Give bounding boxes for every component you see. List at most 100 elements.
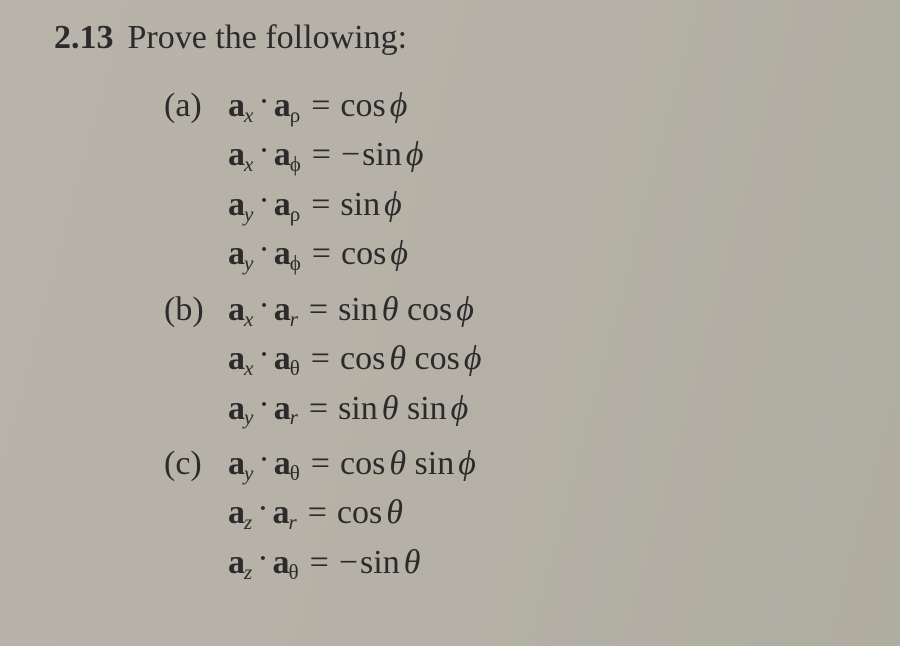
theta-symbol: θ	[382, 494, 403, 531]
theta-symbol: θ	[378, 390, 399, 427]
equals-sign: =	[302, 136, 341, 173]
vector-a: a	[228, 87, 245, 124]
dot-operator: ·	[254, 386, 273, 423]
phi-symbol: ϕ	[386, 235, 408, 272]
sin-fn: sin	[338, 390, 378, 427]
cos-fn: cos	[341, 235, 386, 272]
vector-a: a	[274, 235, 291, 272]
subscript: x	[244, 307, 253, 331]
equation-line: az·aθ=−sinθ	[164, 538, 864, 587]
sin-fn: sin	[360, 544, 400, 581]
vector-a: a	[228, 136, 245, 173]
part-a: (a)ax·aρ=cosϕ ax·aϕ=−sinϕ ay·aρ=sinϕ ay·…	[164, 81, 864, 279]
subscript: y	[244, 461, 253, 485]
dot-operator: ·	[254, 182, 273, 219]
dot-operator: ·	[253, 540, 272, 577]
part-label: (b)	[164, 285, 228, 334]
vector-a: a	[273, 494, 290, 531]
phi-symbol: ϕ	[452, 291, 474, 328]
equation-line: ay·aϕ=cosϕ	[164, 229, 864, 278]
subscript: θ	[290, 356, 300, 380]
minus-sign: −	[339, 544, 360, 581]
vector-a: a	[274, 390, 291, 427]
phi-symbol: ϕ	[460, 340, 482, 377]
vector-a: a	[228, 186, 245, 223]
equation-line: ay·aρ=sinϕ	[164, 180, 864, 229]
sin-fn: sin	[362, 136, 402, 173]
part-c: (c)ay·aθ=cosθ sinϕ az·ar=cosθ az·aθ=−sin…	[164, 439, 864, 587]
subscript: ρ	[290, 202, 301, 226]
part-b: (b)ax·ar=sinθ cosϕ ax·aθ=cosθ cosϕ ay·ar…	[164, 285, 864, 433]
subscript: y	[244, 251, 253, 275]
problem-heading: 2.13 Prove the following:	[54, 18, 864, 59]
equals-sign: =	[301, 445, 340, 482]
subscript: ϕ	[290, 152, 301, 176]
subscript: z	[244, 560, 252, 584]
theta-symbol: θ	[385, 340, 406, 377]
vector-a: a	[274, 340, 291, 377]
vector-a: a	[228, 235, 245, 272]
vector-a: a	[228, 445, 245, 482]
vector-a: a	[228, 291, 245, 328]
equals-sign: =	[300, 544, 339, 581]
phi-symbol: ϕ	[454, 445, 476, 482]
dot-operator: ·	[254, 287, 273, 324]
vector-a: a	[228, 340, 245, 377]
equals-sign: =	[299, 291, 338, 328]
vector-a: a	[228, 544, 245, 581]
phi-symbol: ϕ	[380, 186, 402, 223]
subscript: ϕ	[290, 251, 301, 275]
phi-symbol: ϕ	[447, 390, 469, 427]
subscript: ρ	[290, 103, 301, 127]
subscript: x	[244, 103, 253, 127]
subscript: z	[244, 510, 252, 534]
vector-a: a	[228, 494, 245, 531]
dot-operator: ·	[254, 231, 273, 268]
vector-a: a	[274, 186, 291, 223]
dot-operator: ·	[254, 441, 273, 478]
cos-fn: cos	[407, 291, 452, 328]
equation-line: ay·ar=sinθ sinϕ	[164, 384, 864, 433]
vector-a: a	[274, 136, 291, 173]
vector-a: a	[274, 87, 291, 124]
equals-sign: =	[301, 87, 340, 124]
equals-sign: =	[301, 186, 340, 223]
page: 2.13 Prove the following: (a)ax·aρ=cosϕ a…	[0, 0, 900, 646]
equation-line: ax·aθ=cosθ cosϕ	[164, 334, 864, 383]
theta-symbol: θ	[400, 544, 421, 581]
dot-operator: ·	[254, 83, 273, 120]
sin-fn: sin	[407, 390, 447, 427]
equals-sign: =	[301, 340, 340, 377]
theta-symbol: θ	[385, 445, 406, 482]
dot-operator: ·	[254, 132, 273, 169]
equals-sign: =	[298, 494, 337, 531]
subscript: r	[290, 307, 298, 331]
problem-number: 2.13	[54, 19, 114, 56]
subscript: y	[244, 202, 253, 226]
subscript: θ	[290, 461, 300, 485]
vector-a: a	[273, 544, 290, 581]
cos-fn: cos	[340, 87, 385, 124]
dot-operator: ·	[254, 336, 273, 373]
theta-symbol: θ	[378, 291, 399, 328]
equation-line: (b)ax·ar=sinθ cosϕ	[164, 285, 864, 334]
equals-sign: =	[302, 235, 341, 272]
part-label: (c)	[164, 439, 228, 488]
phi-symbol: ϕ	[402, 136, 424, 173]
cos-fn: cos	[340, 445, 385, 482]
equation-line: (c)ay·aθ=cosθ sinϕ	[164, 439, 864, 488]
cos-fn: cos	[337, 494, 382, 531]
minus-sign: −	[341, 136, 362, 173]
cos-fn: cos	[415, 340, 460, 377]
subscript: θ	[289, 560, 299, 584]
vector-a: a	[228, 390, 245, 427]
subscript: x	[244, 152, 253, 176]
vector-a: a	[274, 445, 291, 482]
problem-title: Prove the following:	[128, 19, 408, 56]
equals-sign: =	[299, 390, 338, 427]
subscript: x	[244, 356, 253, 380]
cos-fn: cos	[340, 340, 385, 377]
equation-line: ax·aϕ=−sinϕ	[164, 130, 864, 179]
problem-body: (a)ax·aρ=cosϕ ax·aϕ=−sinϕ ay·aρ=sinϕ ay·…	[164, 81, 864, 588]
equation-line: (a)ax·aρ=cosϕ	[164, 81, 864, 130]
